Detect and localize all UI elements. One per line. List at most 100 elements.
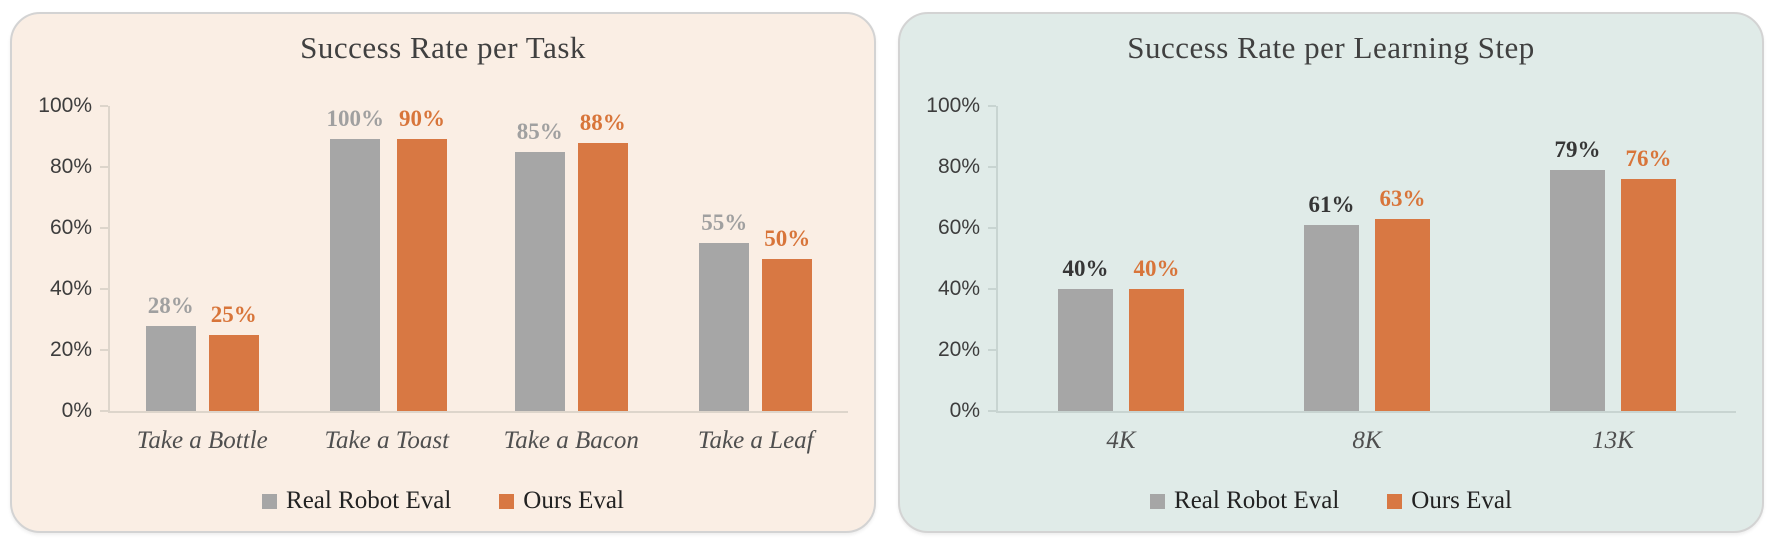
bar-real-robot-eval xyxy=(330,139,381,411)
data-label-real-robot-eval: 61% xyxy=(1308,191,1355,217)
bar-column: 55% xyxy=(699,106,750,411)
y-axis-tick-label: 20% xyxy=(937,338,980,361)
y-axis-tick-label: 80% xyxy=(49,155,92,178)
y-axis-tick-label: 60% xyxy=(49,216,92,239)
legend-marker-real-robot-eval xyxy=(1150,493,1166,509)
y-axis-tick xyxy=(988,166,996,168)
data-label-ours-eval: 90% xyxy=(399,106,445,131)
bar-real-robot-eval xyxy=(1304,224,1359,411)
bar-column: 63% xyxy=(1375,106,1430,411)
y-axis-tick xyxy=(988,288,996,290)
task-plot-row: 100% 80% 60% 40% 20% 0% 28% xyxy=(12,94,874,422)
legend-item-real-robot-eval: Real Robot Eval xyxy=(262,487,451,515)
x-axis-label-take-a-leaf: Take a Leaf xyxy=(697,427,814,454)
y-axis-tick xyxy=(988,410,996,412)
y-axis-tick xyxy=(100,166,108,168)
bar-column: 76% xyxy=(1621,106,1676,411)
data-label-real-robot-eval: 28% xyxy=(147,292,194,318)
bar-column: 85% xyxy=(514,106,565,411)
bar-column: 100% xyxy=(326,106,385,411)
bar-group-take-a-bottle: 28% 25% xyxy=(110,106,295,411)
data-label-ours-eval: 88% xyxy=(579,109,626,135)
bar-column: 88% xyxy=(577,106,628,411)
bar-column: 28% xyxy=(145,106,196,411)
legend-item-ours-eval: Ours Eval xyxy=(499,487,624,515)
bar-ours-eval xyxy=(208,334,259,411)
bar-column: 40% xyxy=(1058,106,1113,411)
step-plot-area: 40% 40% 61% xyxy=(988,105,1736,413)
bar-group-take-a-toast: 100% 90% xyxy=(295,106,480,411)
x-axis-label-take-a-toast: Take a Toast xyxy=(324,427,450,454)
task-y-axis: 100% 80% 60% 40% 20% 0% xyxy=(12,94,108,422)
step-legend: Real Robot Eval Ours Eval xyxy=(900,487,1762,515)
legend-label: Ours Eval xyxy=(523,487,624,514)
x-axis-label-4k: 4K xyxy=(1106,427,1136,454)
bar-real-robot-eval xyxy=(145,325,196,411)
bar-real-robot-eval xyxy=(1058,289,1113,411)
bar-ours-eval xyxy=(577,142,628,411)
legend-marker-ours-eval xyxy=(499,493,515,509)
bar-column: 79% xyxy=(1550,106,1605,411)
y-axis-tick-label: 0% xyxy=(61,399,92,422)
y-axis-tick-label: 0% xyxy=(949,399,980,422)
data-label-ours-eval: 40% xyxy=(1133,256,1180,281)
y-axis-tick xyxy=(100,227,108,229)
step-bar-groups: 40% 40% 61% xyxy=(998,106,1736,411)
task-plot-area: 28% 25% 100% xyxy=(100,105,849,413)
y-axis-tick-label: 20% xyxy=(49,338,92,361)
bar-ours-eval xyxy=(397,139,447,411)
bar-column: 90% xyxy=(397,106,447,411)
data-label-ours-eval: 50% xyxy=(764,225,811,251)
bar-group-take-a-leaf: 55% 50% xyxy=(664,106,849,411)
learning-step-chart-title: Success Rate per Learning Step xyxy=(1127,30,1535,65)
bar-group-4k: 40% 40% xyxy=(998,106,1244,411)
y-axis-tick-label: 60% xyxy=(937,216,980,239)
data-label-ours-eval: 76% xyxy=(1625,146,1672,172)
bar-column: 25% xyxy=(208,106,259,411)
y-axis-tick xyxy=(988,227,996,229)
bar-group-take-a-bacon: 85% 88% xyxy=(479,106,664,411)
data-label-real-robot-eval: 55% xyxy=(701,210,748,236)
x-axis-label-13k: 13K xyxy=(1592,427,1634,454)
bar-real-robot-eval xyxy=(1550,170,1605,411)
data-label-ours-eval: 63% xyxy=(1379,185,1426,211)
data-label-real-robot-eval: 40% xyxy=(1062,256,1109,281)
legend-marker-ours-eval xyxy=(1387,493,1403,509)
bar-column: 40% xyxy=(1129,106,1184,411)
bar-group-13k: 79% 76% xyxy=(1490,106,1736,411)
data-label-ours-eval: 25% xyxy=(210,301,257,327)
legend-label: Real Robot Eval xyxy=(1174,487,1340,514)
task-legend: Real Robot Eval Ours Eval xyxy=(12,487,874,515)
task-chart-title: Success Rate per Task xyxy=(300,30,586,65)
y-axis-tick xyxy=(988,349,996,351)
bar-column: 61% xyxy=(1304,106,1359,411)
bar-group-8k: 61% 63% xyxy=(1244,106,1490,411)
bar-ours-eval xyxy=(1621,179,1676,411)
data-label-real-robot-eval: 100% xyxy=(326,106,385,131)
y-axis-tick-label: 100% xyxy=(38,94,92,117)
y-axis-tick xyxy=(100,105,108,107)
data-label-real-robot-eval: 79% xyxy=(1554,137,1601,163)
step-y-axis: 100% 80% 60% 40% 20% 0% xyxy=(900,94,996,422)
y-axis-tick xyxy=(100,349,108,351)
x-axis-label-8k: 8K xyxy=(1352,427,1382,454)
legend-label: Real Robot Eval xyxy=(286,487,452,514)
bar-column: 50% xyxy=(762,106,813,411)
y-axis-tick-label: 40% xyxy=(937,277,980,300)
legend-item-ours-eval: Ours Eval xyxy=(1387,487,1512,515)
legend-label: Ours Eval xyxy=(1411,487,1512,514)
y-axis-tick-label: 100% xyxy=(926,94,980,117)
legend-marker-real-robot-eval xyxy=(262,493,278,509)
y-axis-tick-label: 40% xyxy=(49,277,92,300)
x-axis-label-take-a-bacon: Take a Bacon xyxy=(503,427,639,454)
y-axis-tick-label: 80% xyxy=(937,155,980,178)
bar-real-robot-eval xyxy=(699,243,750,411)
step-x-axis-labels: 4K 8K 13K xyxy=(998,427,1736,455)
bar-ours-eval xyxy=(762,258,813,411)
y-axis-tick xyxy=(100,410,108,412)
x-axis-label-take-a-bottle: Take a Bottle xyxy=(136,427,268,454)
data-label-real-robot-eval: 85% xyxy=(516,118,563,144)
y-axis-tick xyxy=(988,105,996,107)
bar-real-robot-eval xyxy=(514,151,565,411)
learning-step-chart-card: Success Rate per Learning Step 100% 80% … xyxy=(898,12,1764,533)
